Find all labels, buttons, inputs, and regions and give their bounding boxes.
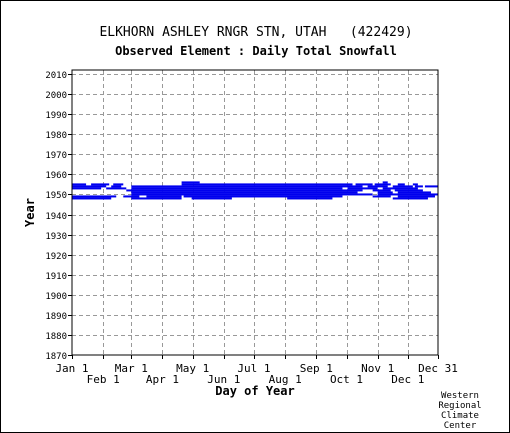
data-bar-1949-3 (183, 195, 343, 198)
grid-layer (72, 70, 438, 355)
chart-subtitle: Observed Element : Daily Total Snowfall (115, 44, 397, 58)
data-bar-1948-3 (287, 197, 333, 200)
data-bar-1948-1 (131, 197, 182, 200)
tick-layer (68, 74, 439, 359)
data-bar-1954-0 (72, 185, 107, 188)
xtick-label-dec-1: Dec 1 (391, 373, 424, 386)
data-bar-1953-1 (106, 187, 127, 190)
ytick-label-1870: 1870 (45, 352, 67, 362)
data-bar-1950-0 (131, 193, 373, 196)
data-bar-1955-7 (412, 183, 418, 186)
data-bar-1954-3 (367, 185, 388, 188)
data-bar-1951-0 (131, 191, 358, 194)
ytick-label-1880: 1880 (45, 332, 67, 342)
xtick-label-nov-1: Nov 1 (361, 362, 394, 375)
data-bar-1953-3 (347, 187, 378, 190)
xtick-label-oct-1: Oct 1 (330, 373, 363, 386)
data-bar-1955-3 (181, 183, 353, 186)
wrcc-credit: Western Regional Climate Center (438, 391, 482, 431)
data-bar-1954-6 (424, 185, 438, 188)
ytick-label-1990: 1990 (45, 111, 67, 121)
xtick-label-mar-1: Mar 1 (115, 362, 148, 375)
data-bar-1954-5 (414, 185, 423, 188)
data-bar-1956-0 (181, 181, 200, 184)
xtick-label-dec-31: Dec 31 (418, 362, 458, 375)
data-bar-1955-6 (397, 183, 405, 186)
data-bar-1948-2 (191, 197, 232, 200)
data-bar-1949-0 (72, 195, 117, 198)
xtick-label-sep-1: Sep 1 (300, 362, 333, 375)
data-bar-1948-4 (392, 197, 428, 200)
data-bar-1952-2 (394, 189, 423, 192)
data-bar-1953-0 (72, 187, 102, 190)
data-bars-layer (72, 181, 438, 200)
ytick-label-1980: 1980 (45, 131, 67, 141)
data-bar-1954-4 (392, 185, 413, 188)
xtick-label-may-1: May 1 (176, 362, 209, 375)
xtick-label-aug-1: Aug 1 (269, 373, 302, 386)
ytick-label-1900: 1900 (45, 292, 67, 302)
ytick-label-2000: 2000 (45, 91, 67, 101)
data-bar-1951-2 (397, 191, 431, 194)
ytick-label-1930: 1930 (45, 232, 67, 242)
label-layer: 1870 1880 1890 1900 1910 1920 1930 1940 1950 1960… (23, 71, 458, 398)
data-bar-1949-5 (397, 195, 435, 198)
data-bar-1949-4 (372, 195, 391, 198)
data-bar-1952-0 (126, 189, 363, 192)
data-bar-1954-1 (111, 185, 122, 188)
ytick-label-2010: 2010 (45, 71, 67, 81)
ytick-label-1920: 1920 (45, 252, 67, 262)
xtick-label-jun-1: Jun 1 (207, 373, 240, 386)
data-bar-1955-0 (72, 183, 87, 186)
data-bar-1952-1 (372, 189, 391, 192)
data-bar-1954-2 (131, 185, 363, 188)
data-bar-1949-2 (146, 195, 182, 198)
xtick-label-apr-1: Apr 1 (146, 373, 179, 386)
data-bar-1955-4 (355, 183, 373, 186)
ytick-label-1960: 1960 (45, 171, 67, 181)
y-axis-title: Year (23, 198, 37, 227)
data-bar-1955-1 (91, 183, 110, 186)
data-bar-1956-1 (382, 181, 388, 184)
data-bar-1955-5 (374, 183, 391, 186)
xtick-label-jul-1: Jul 1 (237, 362, 270, 375)
data-bar-1950-1 (377, 193, 438, 196)
data-bar-1953-2 (131, 187, 343, 190)
data-bar-1948-0 (72, 197, 112, 200)
data-bar-1955-2 (113, 183, 124, 186)
ytick-label-1910: 1910 (45, 272, 67, 282)
data-bar-1951-1 (377, 191, 393, 194)
xtick-label-feb-1: Feb 1 (87, 373, 120, 386)
data-bar-1953-4 (382, 187, 418, 190)
data-bar-1949-1 (123, 195, 140, 198)
chart-title: ELKHORN ASHLEY RNGR STN, UTAH (422429) (99, 25, 413, 40)
ytick-label-1970: 1970 (45, 151, 67, 161)
x-axis-title: Day of Year (215, 384, 294, 398)
ytick-label-1940: 1940 (45, 212, 67, 222)
xtick-label-jan-1: Jan 1 (55, 362, 88, 375)
ytick-label-1890: 1890 (45, 312, 67, 322)
ytick-label-1950: 1950 (45, 191, 67, 201)
